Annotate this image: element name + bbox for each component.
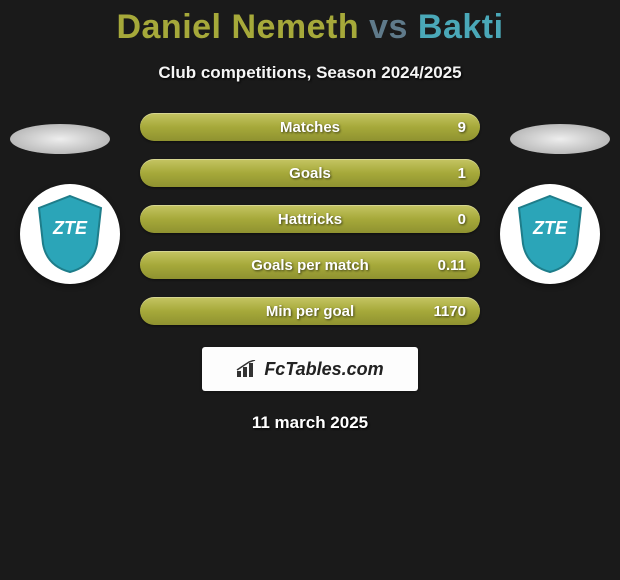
club-badge-letters: ZTE — [532, 218, 568, 238]
stat-value: 0 — [458, 211, 466, 228]
stat-row: Matches 9 — [140, 113, 480, 141]
club-shield-icon: ZTE — [35, 194, 105, 274]
player1-club-badge: ZTE — [20, 184, 120, 284]
stat-row: Goals 1 — [140, 159, 480, 187]
stat-value: 0.11 — [438, 257, 466, 274]
subtitle: Club competitions, Season 2024/2025 — [0, 63, 620, 83]
stat-row: Hattricks 0 — [140, 205, 480, 233]
branding-box: FcTables.com — [202, 347, 418, 391]
player1-name: Daniel Nemeth — [116, 8, 359, 46]
barchart-icon — [236, 360, 258, 378]
stat-label: Goals — [289, 165, 331, 182]
player1-placeholder-ellipse — [10, 124, 110, 154]
stat-value: 1 — [458, 165, 466, 182]
date-text: 11 march 2025 — [0, 413, 620, 433]
stat-row: Min per goal 1170 — [140, 297, 480, 325]
stat-label: Goals per match — [251, 257, 369, 274]
club-badge-letters: ZTE — [52, 218, 88, 238]
player2-club-badge: ZTE — [500, 184, 600, 284]
player2-placeholder-ellipse — [510, 124, 610, 154]
stat-label: Matches — [280, 119, 340, 136]
stat-label: Min per goal — [266, 303, 354, 320]
stat-row: Goals per match 0.11 — [140, 251, 480, 279]
stat-value: 1170 — [433, 303, 466, 320]
stat-value: 9 — [458, 119, 466, 136]
stat-label: Hattricks — [278, 211, 342, 228]
club-shield-icon: ZTE — [515, 194, 585, 274]
vs-separator: vs — [369, 8, 408, 46]
player2-name: Bakti — [418, 8, 504, 46]
branding-text: FcTables.com — [264, 359, 383, 380]
comparison-title: Daniel Nemeth vs Bakti — [0, 0, 620, 47]
